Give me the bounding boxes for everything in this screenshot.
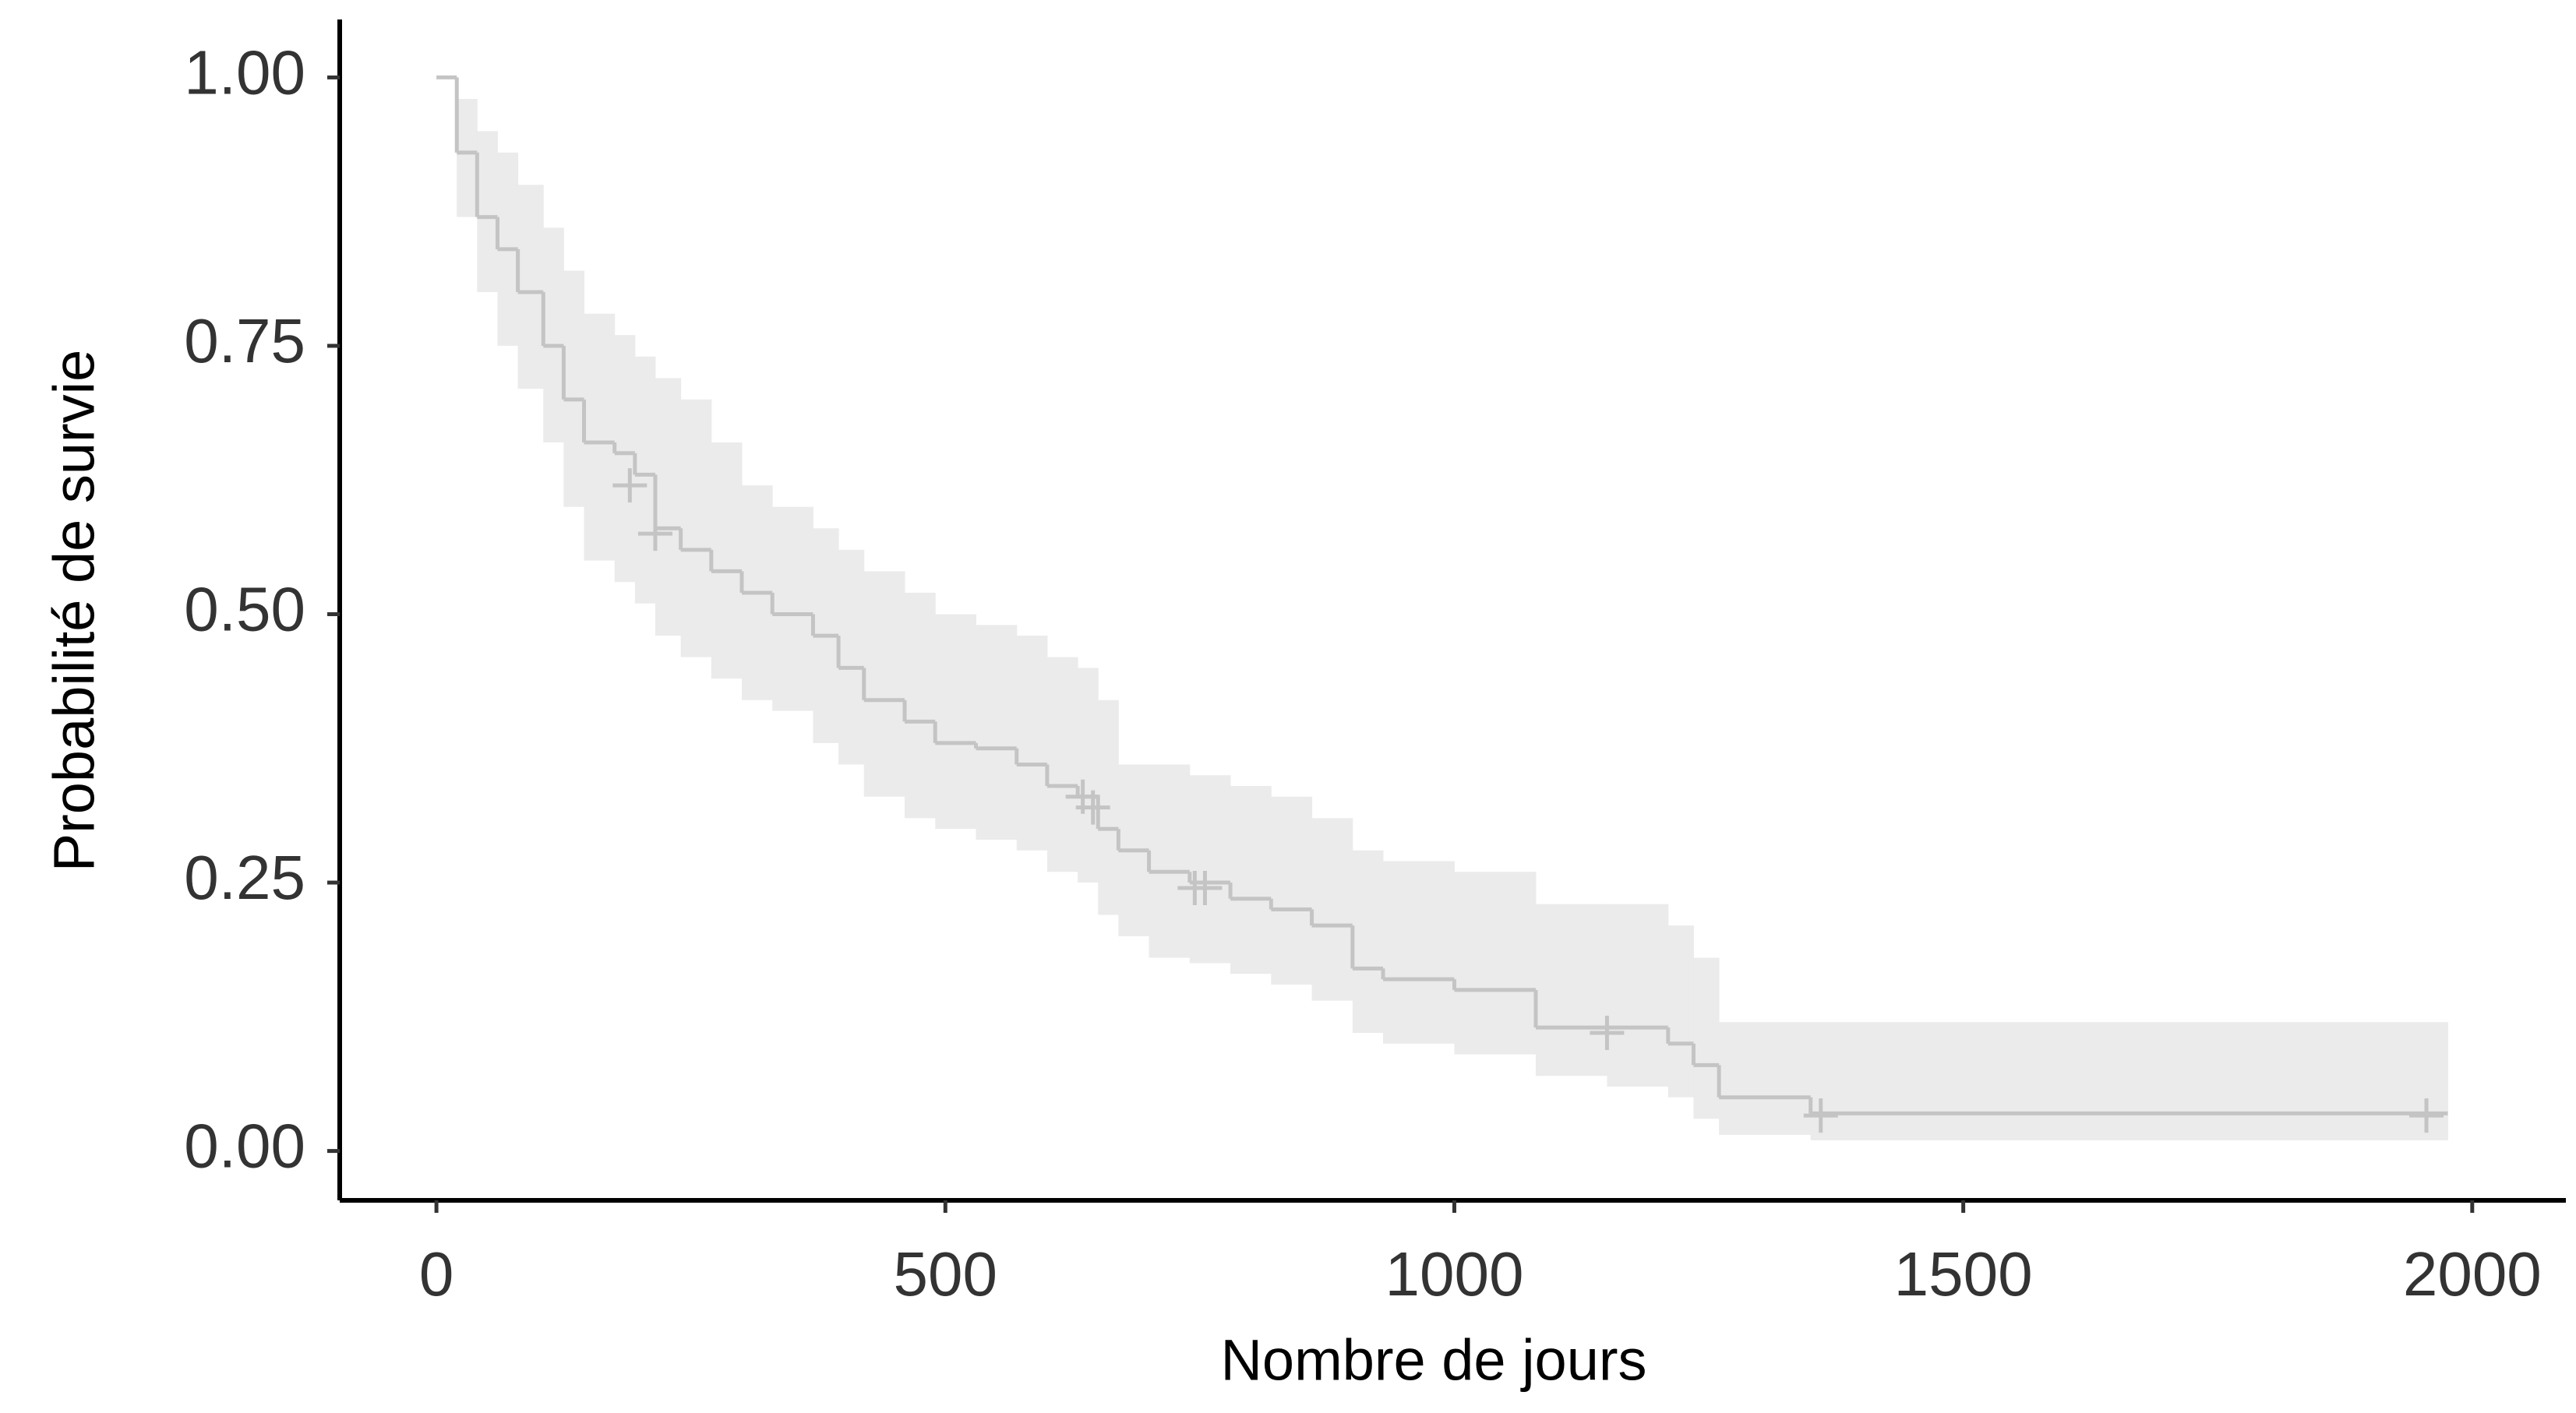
- confidence-band: [1230, 786, 1272, 974]
- confidence-band: [1535, 904, 1607, 1076]
- confidence-band: [976, 625, 1018, 840]
- confidence-band: [1189, 775, 1231, 964]
- censor-mark: [637, 516, 672, 551]
- confidence-band: [1607, 904, 1669, 1087]
- confidence-band: [1271, 796, 1313, 985]
- confidence-band: [1078, 668, 1099, 883]
- confidence-band: [935, 614, 976, 830]
- confidence-band: [655, 378, 682, 636]
- confidence-band: [563, 270, 585, 507]
- confidence-band: [1046, 657, 1078, 872]
- censor-mark: [612, 468, 648, 503]
- confidence-band: [1352, 850, 1384, 1034]
- y-tick-label: 1.00: [184, 38, 305, 107]
- censor-mark: [1075, 790, 1110, 825]
- censor-mark: [1187, 870, 1223, 905]
- y-tick-label: 0.75: [184, 306, 305, 375]
- confidence-band: [1454, 872, 1537, 1055]
- x-tick-label: 2000: [2403, 1239, 2542, 1309]
- x-tick-label: 1000: [1385, 1239, 1523, 1309]
- confidence-band: [1667, 925, 1694, 1098]
- confidence-band: [614, 335, 636, 583]
- y-tick-label: 0.25: [184, 843, 305, 912]
- x-tick-label: 1500: [1894, 1239, 2033, 1309]
- confidence-band: [457, 98, 478, 217]
- confidence-band: [680, 399, 712, 657]
- y-axis-title: Probabilité de survie: [42, 350, 107, 872]
- confidence-band: [838, 549, 865, 765]
- confidence-band: [1016, 636, 1048, 851]
- x-tick-label: 0: [419, 1239, 454, 1309]
- confidence-band: [1149, 764, 1191, 958]
- x-tick-label: 500: [894, 1239, 997, 1309]
- confidence-band: [1719, 1022, 1812, 1135]
- confidence-band: [517, 185, 544, 389]
- y-tick-label: 0.00: [184, 1112, 305, 1181]
- confidence-band: [711, 442, 743, 679]
- confidence-band: [1810, 1022, 2448, 1140]
- confidence-band: [477, 131, 498, 293]
- confidence-band: [584, 313, 616, 561]
- confidence-band: [634, 356, 656, 604]
- confidence-band: [1693, 957, 1720, 1119]
- x-axis-title: Nombre de jours: [1220, 1328, 1646, 1393]
- confidence-band: [1311, 818, 1353, 1001]
- censor-mark: [2409, 1098, 2444, 1133]
- y-tick-label: 0.50: [184, 575, 305, 644]
- confidence-band: [543, 227, 564, 443]
- confidence-band: [772, 506, 813, 711]
- censor-mark: [1590, 1016, 1625, 1050]
- confidence-band: [863, 571, 905, 797]
- confidence-band: [1383, 861, 1455, 1044]
- confidence-band: [905, 592, 936, 819]
- censor-mark: [1803, 1098, 1838, 1133]
